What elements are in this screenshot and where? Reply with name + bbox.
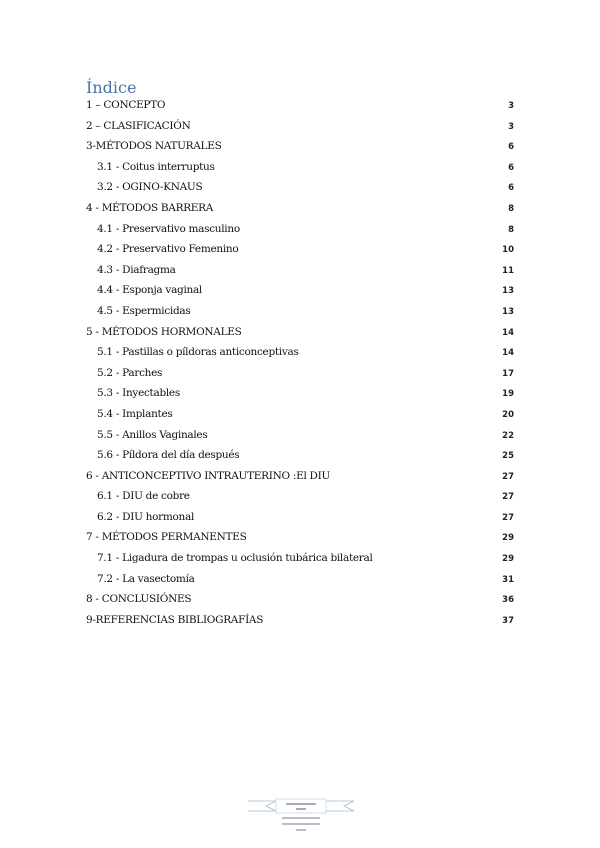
toc-entry[interactable]: 4.1 - Preservativo masculino 8 — [86, 221, 514, 242]
toc-entry[interactable]: 5.2 - Parches 17 — [86, 365, 514, 386]
toc-entry-label[interactable]: 5 - MÉTODOS HORMONALES — [86, 325, 242, 338]
toc-entry[interactable]: 4.5 - Espermicidas 13 — [86, 303, 514, 324]
toc-entry-label[interactable]: 7.1 - Ligadura de trompas u oclusión tub… — [97, 552, 373, 565]
toc-entry[interactable]: 5.4 - Implantes 20 — [86, 406, 514, 427]
table-of-contents: 1 – CONCEPTO 3 2 – CLASIFICACIÓN 3 3-MÉTODOS… — [86, 97, 514, 632]
toc-entry-label[interactable]: 5.5 - Anillos Vaginales — [97, 428, 208, 441]
toc-entry-label[interactable]: 4.5 - Espermicidas — [97, 304, 191, 317]
toc-entry-label[interactable]: 6 - ANTICONCEPTIVO INTRAUTERINO :El DIU — [86, 469, 331, 482]
toc-entry-page: 8 — [508, 203, 514, 214]
toc-entry-label[interactable]: 8 - CONCLUSIÓNES — [86, 593, 192, 606]
toc-entry-page: 10 — [502, 245, 514, 256]
toc-entry[interactable]: 7.2 - La vasectomía 31 — [86, 571, 514, 592]
toc-entry-page: 11 — [502, 265, 514, 276]
toc-entry-page: 17 — [502, 368, 514, 379]
toc-entry-label[interactable]: 3.1 - Coitus interruptus — [97, 160, 215, 173]
toc-entry[interactable]: 5.3 - Inyectables 19 — [86, 385, 514, 406]
toc-entry-label[interactable]: 5.3 - Inyectables — [97, 387, 180, 400]
toc-entry-label[interactable]: 3-MÉTODOS NATURALES — [86, 140, 222, 153]
toc-entry-label[interactable]: 4.4 - Esponja vaginal — [97, 284, 202, 297]
toc-entry-label[interactable]: 4.3 - Diafragma — [97, 263, 176, 276]
toc-entry-page: 29 — [502, 533, 514, 544]
toc-entry-label[interactable]: 5.4 - Implantes — [97, 407, 173, 420]
toc-entry[interactable]: 7 - MÉTODOS PERMANENTES 29 — [86, 529, 514, 550]
toc-entry[interactable]: 4.3 - Diafragma 11 — [86, 262, 514, 283]
toc-entry[interactable]: 4.2 - Preservativo Femenino 10 — [86, 241, 514, 262]
toc-entry-label[interactable]: 5.6 - Píldora del día después — [97, 449, 240, 462]
toc-entry[interactable]: 4.4 - Esponja vaginal 13 — [86, 282, 514, 303]
toc-entry-label[interactable]: 4 - MÉTODOS BARRERA — [86, 201, 214, 214]
toc-entry-page: 14 — [502, 327, 514, 338]
toc-entry-label[interactable]: 4.2 - Preservativo Femenino — [97, 243, 239, 256]
toc-entry-page: 8 — [508, 224, 514, 235]
toc-entry-label[interactable]: 3.2 - OGINO-KNAUS — [97, 181, 203, 194]
toc-entry-page: 13 — [502, 286, 514, 297]
toc-entry[interactable]: 1 – CONCEPTO 3 — [86, 97, 514, 118]
toc-entry[interactable]: 5.1 - Pastillas o píldoras anticonceptiv… — [86, 344, 514, 365]
toc-entry[interactable]: 6.1 - DIU de cobre 27 — [86, 488, 514, 509]
toc-entry-page: 36 — [502, 595, 514, 606]
toc-entry[interactable]: 3-MÉTODOS NATURALES 6 — [86, 138, 514, 159]
toc-entry-page: 31 — [502, 574, 514, 585]
toc-entry-label[interactable]: 9-REFERENCIAS BIBLIOGRAFÍAS — [86, 613, 264, 626]
toc-entry-page: 6 — [508, 183, 514, 194]
toc-entry-page: 22 — [502, 430, 514, 441]
toc-entry-page: 29 — [502, 554, 514, 565]
institution-logo-icon — [248, 798, 355, 831]
toc-entry-page: 37 — [502, 615, 514, 626]
toc-entry[interactable]: 6.2 - DIU hormonal 27 — [86, 509, 514, 530]
toc-entry-label[interactable]: 7 - MÉTODOS PERMANENTES — [86, 531, 247, 544]
toc-entry-page: 27 — [502, 492, 514, 503]
toc-entry-label[interactable]: 7.2 - La vasectomía — [97, 572, 195, 585]
toc-entry-page: 25 — [502, 451, 514, 462]
toc-entry[interactable]: 5.6 - Píldora del día después 25 — [86, 447, 514, 468]
toc-entry-page: 27 — [502, 512, 514, 523]
toc-entry[interactable]: 4 - MÉTODOS BARRERA 8 — [86, 200, 514, 221]
toc-entry[interactable]: 7.1 - Ligadura de trompas u oclusión tub… — [86, 550, 514, 571]
toc-entry[interactable]: 8 - CONCLUSIÓNES 36 — [86, 591, 514, 612]
toc-entry[interactable]: 2 – CLASIFICACIÓN 3 — [86, 118, 514, 139]
toc-entry[interactable]: 6 - ANTICONCEPTIVO INTRAUTERINO :El DIU 2… — [86, 468, 514, 489]
toc-entry-page: 6 — [508, 142, 514, 153]
toc-entry[interactable]: 3.2 - OGINO-KNAUS 6 — [86, 179, 514, 200]
toc-entry-page: 3 — [508, 121, 514, 132]
toc-entry[interactable]: 5.5 - Anillos Vaginales 22 — [86, 427, 514, 448]
toc-entry-page: 3 — [508, 101, 514, 111]
toc-entry-page: 19 — [502, 389, 514, 400]
toc-entry-page: 20 — [502, 409, 514, 420]
toc-entry-label[interactable]: 1 – CONCEPTO — [86, 99, 166, 111]
toc-entry-page: 27 — [502, 471, 514, 482]
toc-entry-label[interactable]: 6.2 - DIU hormonal — [97, 510, 195, 523]
toc-entry[interactable]: 3.1 - Coitus interruptus 6 — [86, 159, 514, 180]
toc-entry[interactable]: 5 - MÉTODOS HORMONALES 14 — [86, 324, 514, 345]
toc-entry-label[interactable]: 5.2 - Parches — [97, 366, 163, 379]
toc-entry-label[interactable]: 2 – CLASIFICACIÓN — [86, 119, 191, 132]
toc-entry-label[interactable]: 5.1 - Pastillas o píldoras anticonceptiv… — [97, 346, 299, 359]
toc-title: Índice — [86, 78, 137, 97]
toc-entry-page: 14 — [502, 348, 514, 359]
toc-entry-page: 13 — [502, 306, 514, 317]
toc-entry-label[interactable]: 6.1 - DIU de cobre — [97, 490, 190, 503]
toc-entry-label[interactable]: 4.1 - Preservativo masculino — [97, 222, 240, 235]
toc-entry[interactable]: 9-REFERENCIAS BIBLIOGRAFÍAS 37 — [86, 612, 514, 633]
toc-entry-page: 6 — [508, 162, 514, 173]
